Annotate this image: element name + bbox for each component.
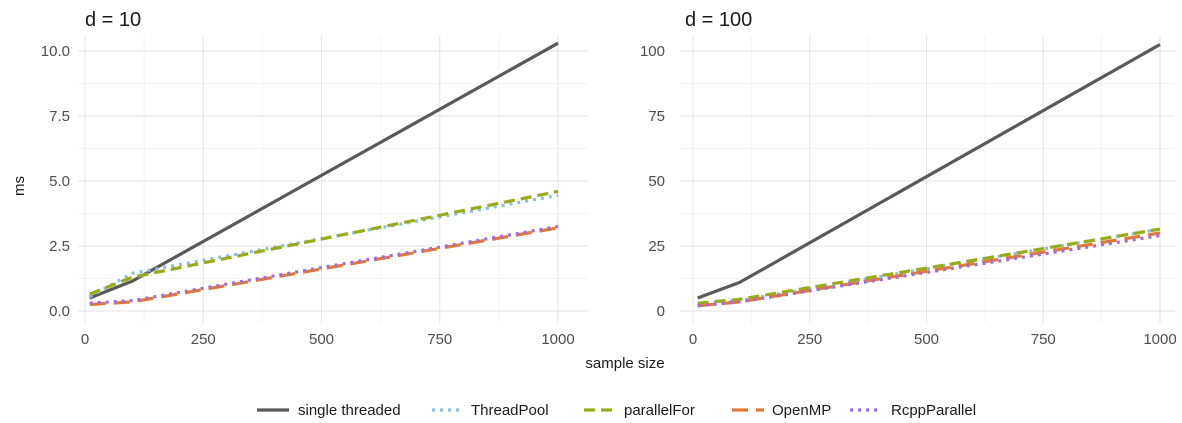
legend-label: RcppParallel	[891, 402, 976, 419]
x-tick-label: 1000	[1143, 331, 1176, 348]
legend-label: OpenMP	[772, 402, 831, 419]
x-tick-label: 500	[309, 331, 334, 348]
y-tick-label: 100	[640, 43, 665, 60]
y-tick-label: 10.0	[41, 43, 70, 60]
x-tick-label: 500	[914, 331, 939, 348]
x-tick-label: 0	[689, 331, 697, 348]
y-tick-label: 75	[648, 108, 665, 125]
legend-label: single threaded	[298, 402, 401, 419]
legend-item-parallelfor: parallelFor	[584, 402, 695, 419]
y-tick-label: 50	[648, 173, 665, 190]
series-line-threadpool	[88, 193, 559, 299]
legend-label: parallelFor	[624, 402, 695, 419]
series-line-rcppparallel	[89, 224, 559, 305]
panel-title: d = 10	[85, 9, 141, 31]
legend-item-single-threaded: single threaded	[257, 402, 401, 419]
y-tick-label: 0	[657, 303, 665, 320]
panel-2: 0 250 500 750 1000 0 25 50 75 100 d = 100	[640, 9, 1177, 348]
y-tick-label: 25	[648, 238, 665, 255]
legend: single threaded ThreadPool parallelFor Open…	[257, 402, 976, 419]
x-tick-label: 0	[81, 331, 89, 348]
y-axis-title: ms	[11, 176, 28, 196]
y-tick-label: 0.0	[49, 303, 70, 320]
panel-title: d = 100	[685, 9, 752, 31]
x-tick-label: 250	[797, 331, 822, 348]
series-line-parallelfor	[697, 227, 1161, 305]
legend-label: ThreadPool	[471, 402, 549, 419]
panel-1: 0 250 500 750 1000 0.0 2.5 5.0 7.5 10.0 d = 10	[41, 9, 588, 348]
series-line-openmp	[89, 226, 559, 307]
series-line-single-threaded	[89, 41, 559, 300]
legend-item-rcppparallel: RcppParallel	[850, 402, 976, 419]
y-tick-label: 5.0	[49, 173, 70, 190]
x-tick-label: 750	[1031, 331, 1056, 348]
x-tick-label: 250	[191, 331, 216, 348]
y-tick-label: 7.5	[49, 108, 70, 125]
series-line-rcppparallel	[697, 234, 1161, 308]
y-tick-label: 2.5	[49, 238, 70, 255]
series-line-openmp	[697, 231, 1161, 308]
x-tick-label: 750	[427, 331, 452, 348]
legend-item-threadpool: ThreadPool	[432, 402, 549, 419]
legend-item-openmp: OpenMP	[732, 402, 831, 419]
series-line-single-threaded	[697, 43, 1161, 300]
x-tick-label: 1000	[541, 331, 574, 348]
x-axis-title: sample size	[585, 355, 664, 372]
